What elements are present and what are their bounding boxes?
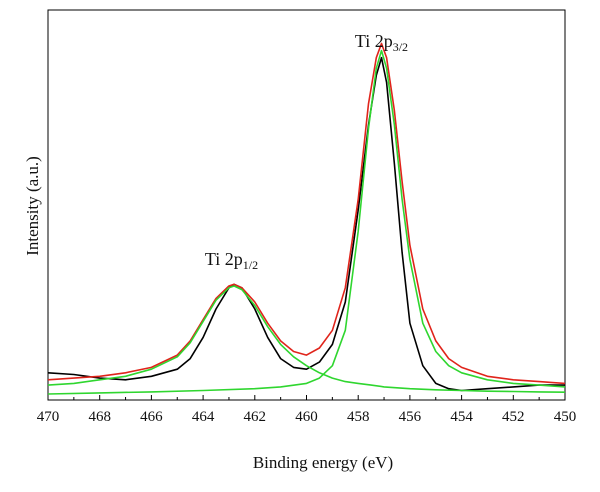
peak-label-0: Ti 2p1/2	[205, 249, 258, 272]
series-line-2	[47, 285, 566, 393]
x-tick-label: 464	[192, 409, 215, 425]
x-tick-label: 458	[347, 409, 370, 425]
y-axis-label: Intensity (a.u.)	[23, 156, 42, 256]
x-axis-ticks: 470 468 466 464 462 460 458 456 454 452 450	[37, 395, 577, 425]
x-tick-label: 456	[399, 409, 422, 425]
peak-label-1: Ti 2p3/2	[355, 31, 408, 54]
x-tick-label: 468	[88, 409, 111, 425]
series-line-3	[47, 49, 566, 395]
x-tick-label: 454	[450, 409, 473, 425]
series-line-0	[47, 56, 565, 392]
x-tick-label: 466	[140, 409, 163, 425]
x-tick-label: 460	[295, 409, 318, 425]
x-axis-label: Binding energy (eV)	[253, 453, 393, 472]
x-tick-label: 452	[502, 409, 525, 425]
plot-border	[47, 9, 566, 401]
series-layer	[47, 42, 566, 395]
series-line-1	[47, 42, 566, 385]
x-tick-label: 450	[554, 409, 577, 425]
x-tick-label: 470	[37, 409, 60, 425]
x-tick-label: 462	[244, 409, 267, 425]
plot-frame	[47, 9, 566, 401]
peak-labels: Ti 2p1/2 Ti 2p3/2	[205, 31, 408, 272]
